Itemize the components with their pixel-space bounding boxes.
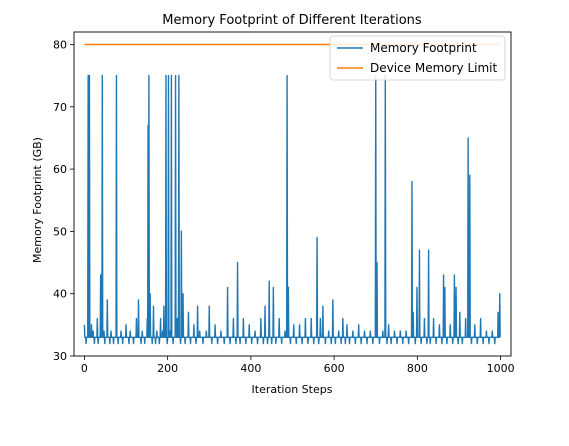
legend-label-memory-footprint: Memory Footprint — [370, 41, 477, 55]
y-tick-label: 30 — [53, 350, 67, 363]
series-memory-footprint-line — [83, 74, 501, 345]
x-tick-label: 200 — [157, 362, 178, 375]
x-tick-label: 1000 — [487, 362, 515, 375]
y-tick-label: 80 — [53, 38, 67, 51]
y-tick-label: 50 — [53, 225, 67, 238]
y-tick-label: 40 — [53, 288, 67, 301]
legend-label-device-memory-limit: Device Memory Limit — [370, 61, 498, 75]
chart-title: Memory Footprint of Different Iterations — [162, 13, 422, 28]
x-tick-label: 400 — [240, 362, 261, 375]
y-tick-label: 60 — [53, 163, 67, 176]
plot-area — [73, 31, 512, 357]
y-tick-label: 70 — [53, 101, 67, 114]
y-axis-ticks: 30 40 50 60 70 80 — [53, 38, 74, 363]
x-tick-label: 800 — [407, 362, 428, 375]
plot-background — [74, 32, 511, 356]
y-axis-label: Memory Footprint (GB) — [31, 137, 44, 263]
plot-frame — [73, 31, 512, 357]
legend: Memory Footprint Device Memory Limit — [329, 35, 506, 81]
legend-box — [329, 35, 506, 81]
x-tick-label: 0 — [81, 362, 88, 375]
x-axis-ticks: 0 200 400 600 800 1000 — [81, 356, 515, 375]
x-axis-label: Iteration Steps — [252, 383, 333, 396]
x-tick-label: 600 — [324, 362, 345, 375]
